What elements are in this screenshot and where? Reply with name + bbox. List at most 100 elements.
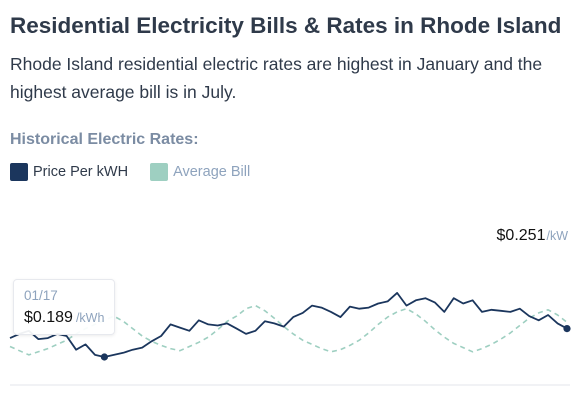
bill-point-50[interactable] — [479, 346, 485, 352]
price-point-21[interactable] — [205, 321, 211, 327]
price-point-37[interactable] — [356, 306, 362, 312]
bill-point-17[interactable] — [168, 346, 174, 352]
low-point-marker[interactable] — [100, 353, 108, 361]
bill-point-56[interactable] — [536, 310, 542, 316]
bill-point-4[interactable] — [45, 346, 51, 352]
bill-point-52[interactable] — [498, 336, 504, 342]
price-point-29[interactable] — [281, 324, 287, 330]
bill-point-44[interactable] — [422, 318, 428, 324]
price-point-7[interactable] — [73, 347, 79, 353]
price-point-55[interactable] — [526, 313, 532, 319]
bill-point-12[interactable] — [120, 318, 126, 324]
price-point-28[interactable] — [271, 320, 277, 326]
price-point-48[interactable] — [460, 301, 466, 307]
bill-point-27[interactable] — [262, 308, 268, 314]
bill-point-30[interactable] — [290, 331, 296, 337]
price-point-15[interactable] — [149, 338, 155, 344]
price-point-35[interactable] — [337, 314, 343, 320]
bill-point-49[interactable] — [470, 349, 476, 355]
price-point-25[interactable] — [243, 331, 249, 337]
bill-point-1[interactable] — [16, 348, 22, 354]
bill-point-26[interactable] — [253, 303, 259, 309]
bill-point-41[interactable] — [394, 309, 400, 315]
price-point-46[interactable] — [441, 309, 447, 315]
bill-point-14[interactable] — [139, 333, 145, 339]
price-point-51[interactable] — [489, 307, 495, 313]
price-point-49[interactable] — [470, 297, 476, 303]
bill-point-48[interactable] — [460, 345, 466, 351]
bill-point-21[interactable] — [205, 334, 211, 340]
bill-point-57[interactable] — [545, 307, 551, 313]
bill-point-51[interactable] — [489, 341, 495, 347]
bill-point-0[interactable] — [7, 344, 13, 350]
bill-point-46[interactable] — [441, 334, 447, 340]
bill-point-3[interactable] — [35, 349, 41, 355]
price-point-52[interactable] — [498, 308, 504, 314]
bill-point-40[interactable] — [385, 314, 391, 320]
price-point-13[interactable] — [130, 347, 136, 353]
price-point-19[interactable] — [186, 328, 192, 334]
legend-item-bill[interactable]: Average Bill — [150, 163, 250, 181]
bill-point-28[interactable] — [271, 315, 277, 321]
bill-point-2[interactable] — [26, 352, 32, 358]
price-point-56[interactable] — [536, 317, 542, 323]
price-point-33[interactable] — [319, 305, 325, 311]
bill-point-13[interactable] — [130, 326, 136, 332]
bill-point-25[interactable] — [243, 306, 249, 312]
price-point-40[interactable] — [385, 298, 391, 304]
bill-point-53[interactable] — [507, 330, 513, 336]
price-point-44[interactable] — [422, 295, 428, 301]
price-point-22[interactable] — [215, 323, 221, 329]
bill-point-20[interactable] — [196, 339, 202, 345]
price-point-39[interactable] — [375, 301, 381, 307]
legend-item-price[interactable]: Price Per kWH — [10, 163, 128, 181]
price-point-57[interactable] — [545, 312, 551, 318]
bill-point-58[interactable] — [555, 312, 561, 318]
price-point-3[interactable] — [35, 336, 41, 342]
bill-point-31[interactable] — [300, 337, 306, 343]
price-point-23[interactable] — [224, 320, 230, 326]
price-point-34[interactable] — [328, 309, 334, 315]
price-point-12[interactable] — [120, 350, 126, 356]
price-point-41[interactable] — [394, 290, 400, 296]
bill-point-32[interactable] — [309, 341, 315, 347]
bill-point-37[interactable] — [356, 337, 362, 343]
bill-point-36[interactable] — [347, 342, 353, 348]
price-point-0[interactable] — [7, 335, 13, 341]
latest-point-marker[interactable] — [563, 325, 571, 333]
price-point-27[interactable] — [262, 318, 268, 324]
price-point-9[interactable] — [92, 352, 98, 358]
price-point-20[interactable] — [196, 317, 202, 323]
bill-point-5[interactable] — [54, 341, 60, 347]
bill-point-45[interactable] — [432, 327, 438, 333]
bill-point-16[interactable] — [158, 342, 164, 348]
bill-point-35[interactable] — [337, 347, 343, 353]
price-point-4[interactable] — [45, 335, 51, 341]
bill-point-59[interactable] — [564, 319, 570, 325]
price-point-31[interactable] — [300, 310, 306, 316]
price-point-24[interactable] — [234, 326, 240, 332]
price-point-54[interactable] — [517, 306, 523, 312]
price-point-30[interactable] — [290, 314, 296, 320]
bill-point-34[interactable] — [328, 349, 334, 355]
bill-point-54[interactable] — [517, 323, 523, 329]
price-point-17[interactable] — [168, 321, 174, 327]
price-point-36[interactable] — [347, 304, 353, 310]
bill-point-19[interactable] — [186, 344, 192, 350]
price-point-11[interactable] — [111, 352, 117, 358]
bill-point-43[interactable] — [413, 311, 419, 317]
bill-point-39[interactable] — [375, 321, 381, 327]
price-point-43[interactable] — [413, 297, 419, 303]
bill-point-18[interactable] — [177, 348, 183, 354]
bill-point-38[interactable] — [366, 330, 372, 336]
price-point-32[interactable] — [309, 303, 315, 309]
price-point-26[interactable] — [253, 328, 259, 334]
price-point-53[interactable] — [507, 309, 513, 315]
price-point-50[interactable] — [479, 309, 485, 315]
price-point-45[interactable] — [432, 299, 438, 305]
price-point-18[interactable] — [177, 325, 183, 331]
price-point-47[interactable] — [451, 295, 457, 301]
price-point-14[interactable] — [139, 345, 145, 351]
price-point-8[interactable] — [83, 341, 89, 347]
